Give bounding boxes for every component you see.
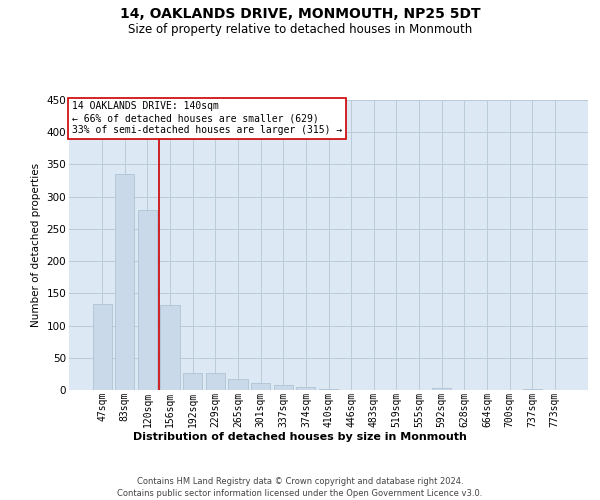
Bar [183, 372, 202, 390]
Y-axis label: Number of detached properties: Number of detached properties [31, 163, 41, 327]
Bar [138, 210, 157, 390]
Bar [115, 174, 134, 390]
Bar [432, 388, 451, 390]
Text: 14 OAKLANDS DRIVE: 140sqm
← 66% of detached houses are smaller (629)
33% of semi: 14 OAKLANDS DRIVE: 140sqm ← 66% of detac… [71, 102, 342, 134]
Bar [229, 379, 248, 390]
Text: Size of property relative to detached houses in Monmouth: Size of property relative to detached ho… [128, 22, 472, 36]
Text: 14, OAKLANDS DRIVE, MONMOUTH, NP25 5DT: 14, OAKLANDS DRIVE, MONMOUTH, NP25 5DT [119, 8, 481, 22]
Bar [274, 386, 293, 390]
Bar [206, 373, 225, 390]
Text: Contains HM Land Registry data © Crown copyright and database right 2024.
Contai: Contains HM Land Registry data © Crown c… [118, 476, 482, 498]
Bar [296, 387, 316, 390]
Bar [92, 304, 112, 390]
Bar [523, 388, 542, 390]
Bar [160, 305, 180, 390]
Bar [251, 383, 270, 390]
Bar [319, 388, 338, 390]
Text: Distribution of detached houses by size in Monmouth: Distribution of detached houses by size … [133, 432, 467, 442]
